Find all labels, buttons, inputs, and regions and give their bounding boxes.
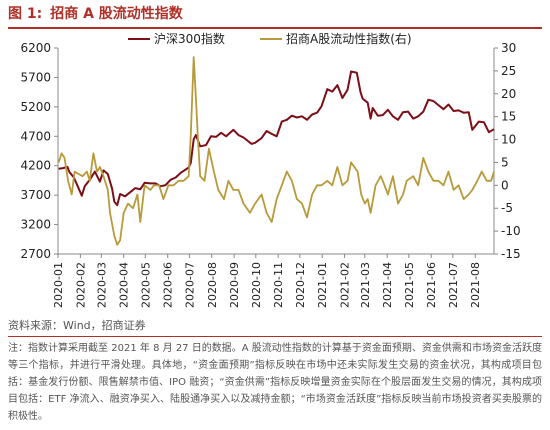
left-axis-tick-label: 4700 [20, 129, 51, 143]
x-axis-tick-label: 2021-08 [469, 262, 482, 308]
right-axis-tick-label: 30 [501, 41, 516, 55]
x-axis-tick-label: 2020-11 [272, 262, 285, 308]
x-axis-tick-label: 2020-06 [162, 262, 175, 308]
dual-axis-line-chart: 27003200370042004700520057006200-15-10-5… [20, 31, 521, 308]
x-axis-tick-label: 2020-03 [95, 262, 108, 308]
x-axis-tick-label: 2020-02 [74, 262, 87, 308]
hs300-series-line [58, 70, 495, 207]
legend-label-liquidity: 招商A股流动性指数(右) [286, 31, 412, 46]
right-axis-tick-label: 10 [501, 133, 516, 147]
source-line: 资料来源：Wind，招商证券 [8, 319, 542, 337]
x-axis-tick-label: 2020-07 [183, 262, 196, 308]
x-axis-tick-label: 2020-01 [52, 262, 65, 308]
left-axis-tick-label: 5700 [20, 70, 51, 84]
left-axis-tick-label: 3700 [20, 188, 51, 202]
x-axis-tick-label: 2020-05 [139, 262, 152, 308]
x-axis-tick-label: 2021-07 [447, 262, 460, 308]
x-axis-tick-label: 2021-04 [381, 262, 394, 308]
x-axis-tick-label: 2020-10 [250, 262, 263, 308]
right-axis-tick-label: -10 [501, 224, 521, 238]
x-axis-tick-label: 2020-04 [118, 262, 131, 308]
x-axis-tick-label: 2021-06 [425, 262, 438, 308]
left-axis-tick-label: 4200 [20, 159, 51, 173]
footnote: 注：指数计算采用截至 2021 年 8 月 27 日的数据。A 股流动性指数的计… [8, 343, 542, 422]
left-axis-tick-label: 3200 [20, 218, 51, 232]
x-axis-tick-label: 2021-01 [316, 262, 329, 308]
right-axis-tick-label: 20 [501, 87, 516, 101]
x-axis-tick-label: 2021-03 [359, 262, 372, 308]
right-axis-tick-label: -5 [501, 201, 513, 215]
figure-title: 图 1: 招商 A 股流动性指数 [8, 3, 542, 29]
x-axis-tick-label: 2021-05 [403, 262, 416, 308]
legend-label-hs300: 沪深300指数 [154, 31, 225, 46]
x-axis-tick-label: 2020-08 [206, 262, 219, 308]
right-axis-tick-label: -15 [501, 247, 521, 261]
figure-title-text: 招商 A 股流动性指数 [50, 6, 183, 22]
figure-number: 图 1: [8, 6, 43, 22]
right-axis-tick-label: 25 [501, 64, 516, 78]
right-axis-tick-label: 5 [501, 155, 509, 169]
right-axis-tick-label: 15 [501, 110, 516, 124]
left-axis-tick-label: 5200 [20, 100, 51, 114]
x-axis-tick-label: 2020-12 [294, 262, 307, 308]
left-axis-tick-label: 2700 [20, 247, 51, 261]
left-axis-tick-label: 6200 [20, 41, 51, 55]
x-axis-tick-label: 2021-02 [339, 262, 352, 308]
liquidity-series-line [57, 56, 495, 246]
right-axis-tick-label: 0 [501, 178, 509, 192]
x-axis-tick-label: 2020-09 [228, 262, 241, 308]
